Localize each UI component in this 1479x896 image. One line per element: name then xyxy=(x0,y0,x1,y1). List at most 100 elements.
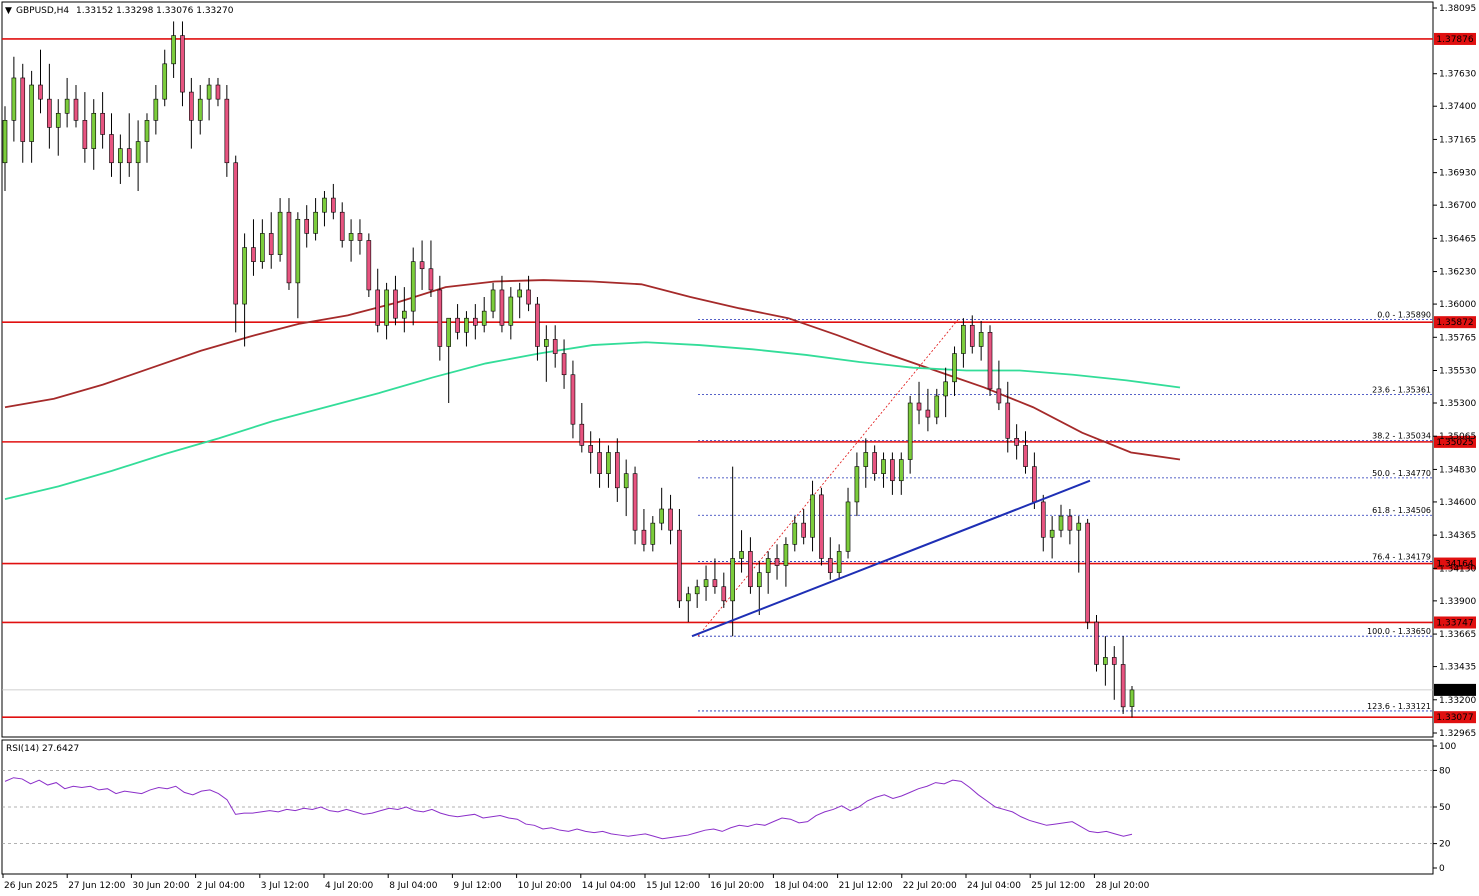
rsi-tick-label: 100 xyxy=(1439,742,1456,752)
bearish-candle xyxy=(393,289,398,319)
bullish-candle xyxy=(730,558,735,602)
trendline[interactable] xyxy=(691,479,1091,638)
fib-level-label: 0.0 - 1.35890 xyxy=(1377,311,1431,320)
bearish-candle xyxy=(1032,466,1037,503)
bearish-candle xyxy=(890,459,895,482)
bullish-candle xyxy=(384,289,389,326)
bullish-candle xyxy=(845,501,851,552)
time-tick-label: 28 Jul 20:00 xyxy=(1095,881,1149,891)
level-price-label: 1.35872 xyxy=(1436,318,1473,328)
fib-level-label: 61.8 - 1.34506 xyxy=(1372,506,1431,515)
bullish-candle xyxy=(650,522,656,545)
bearish-candle xyxy=(801,522,806,538)
rsi-tick-label: 80 xyxy=(1439,766,1451,776)
bullish-candle xyxy=(206,84,212,100)
bullish-candle xyxy=(934,395,940,418)
moving-averages xyxy=(4,279,1181,500)
bullish-candle xyxy=(402,310,407,319)
level-price-label: 1.34164 xyxy=(1436,560,1473,570)
main-panel-frame xyxy=(1,1,1434,738)
fib-swing-line xyxy=(697,319,959,637)
bullish-candle xyxy=(685,593,691,602)
bullish-candle xyxy=(464,317,469,333)
price-tick-label: 1.35765 xyxy=(1439,333,1476,343)
price-tick-label: 1.38095 xyxy=(1439,4,1476,14)
bearish-candle xyxy=(570,374,576,425)
price-tick-label: 1.35065 xyxy=(1439,432,1476,442)
bearish-candle xyxy=(1023,445,1028,467)
fib-level-label: 50.0 - 1.34770 xyxy=(1372,469,1431,478)
level-price-tag xyxy=(1434,711,1476,724)
price-tick-label: 1.34600 xyxy=(1439,498,1476,508)
rsi-line xyxy=(4,777,1133,840)
time-tick-label: 27 Jun 12:00 xyxy=(68,881,125,891)
price-tick-label: 1.35300 xyxy=(1439,399,1476,409)
level-price-tag xyxy=(1434,557,1476,570)
time-tick-label: 16 Jul 20:00 xyxy=(710,881,764,891)
bearish-candle xyxy=(331,197,336,213)
support-trendline[interactable] xyxy=(691,479,1091,638)
bullish-candle xyxy=(29,84,34,142)
price-tick-label: 1.36230 xyxy=(1439,268,1476,278)
bullish-candle xyxy=(863,452,869,467)
bullish-candle xyxy=(952,353,957,383)
bearish-candle xyxy=(916,402,922,411)
bullish-candle xyxy=(508,296,514,326)
bearish-candle xyxy=(872,452,877,474)
bearish-candle xyxy=(1085,522,1090,623)
bullish-candle xyxy=(135,141,141,164)
level-price-label: 1.33077 xyxy=(1436,713,1473,723)
bullish-candle xyxy=(907,402,913,460)
bearish-candle xyxy=(1014,438,1019,446)
time-tick-label: 25 Jul 12:00 xyxy=(1031,881,1085,891)
bullish-candle xyxy=(2,120,8,164)
bearish-candle xyxy=(748,551,753,588)
bearish-candle xyxy=(827,558,833,573)
candles xyxy=(2,21,1135,718)
bearish-candle xyxy=(615,452,620,489)
bearish-candle xyxy=(419,261,425,270)
bearish-candle xyxy=(774,558,780,566)
bearish-candle xyxy=(552,339,558,354)
price-tick-label: 1.34130 xyxy=(1439,564,1476,574)
bullish-candle xyxy=(55,112,61,128)
price-tick-label: 1.37400 xyxy=(1439,102,1476,112)
ma-fast-line xyxy=(4,341,1181,500)
price-tick-label: 1.32965 xyxy=(1439,729,1476,739)
chart-header: ▼ GBPUSD,H4 1.33152 1.33298 1.33076 1.33… xyxy=(5,6,234,16)
bullish-candle xyxy=(836,551,842,573)
bullish-candle xyxy=(898,459,904,482)
bearish-candle xyxy=(304,218,310,234)
ma-slow-line xyxy=(4,279,1181,461)
bullish-candle xyxy=(783,544,789,566)
fib-level-label: 123.6 - 1.33121 xyxy=(1367,702,1431,711)
bearish-candle xyxy=(668,508,673,531)
ohlc-readout: 1.33152 1.33298 1.33076 1.33270 xyxy=(76,6,234,16)
price-tick-label: 1.33435 xyxy=(1439,663,1476,673)
level-lines xyxy=(2,38,1433,718)
bullish-candle xyxy=(446,317,452,347)
bearish-candle xyxy=(632,473,638,531)
bullish-candle xyxy=(1076,522,1082,531)
bullish-candle xyxy=(410,261,416,312)
title-marker[interactable]: ▼ xyxy=(5,6,12,16)
bullish-candle xyxy=(162,63,168,100)
bearish-candle xyxy=(588,445,593,453)
bullish-candle xyxy=(694,586,700,595)
bullish-candle xyxy=(348,233,354,241)
bullish-candle xyxy=(978,332,984,347)
bullish-candle xyxy=(606,452,611,474)
bearish-candle xyxy=(126,148,132,164)
bearish-candle xyxy=(925,409,931,418)
price-tick-label: 1.36930 xyxy=(1439,169,1476,179)
bearish-candle xyxy=(20,77,26,142)
level-price-tag xyxy=(1434,32,1476,45)
bearish-candle xyxy=(1111,657,1117,665)
bearish-candle xyxy=(339,211,345,241)
level-price-label: 1.35025 xyxy=(1436,438,1473,448)
bullish-candle xyxy=(756,572,762,588)
price-tick-label: 1.36700 xyxy=(1439,201,1476,211)
fibonacci-levels: 0.0 - 1.35890 23.6 - 1.35361 38.2 - 1.3503… xyxy=(697,311,1433,712)
bullish-candle xyxy=(171,35,176,65)
